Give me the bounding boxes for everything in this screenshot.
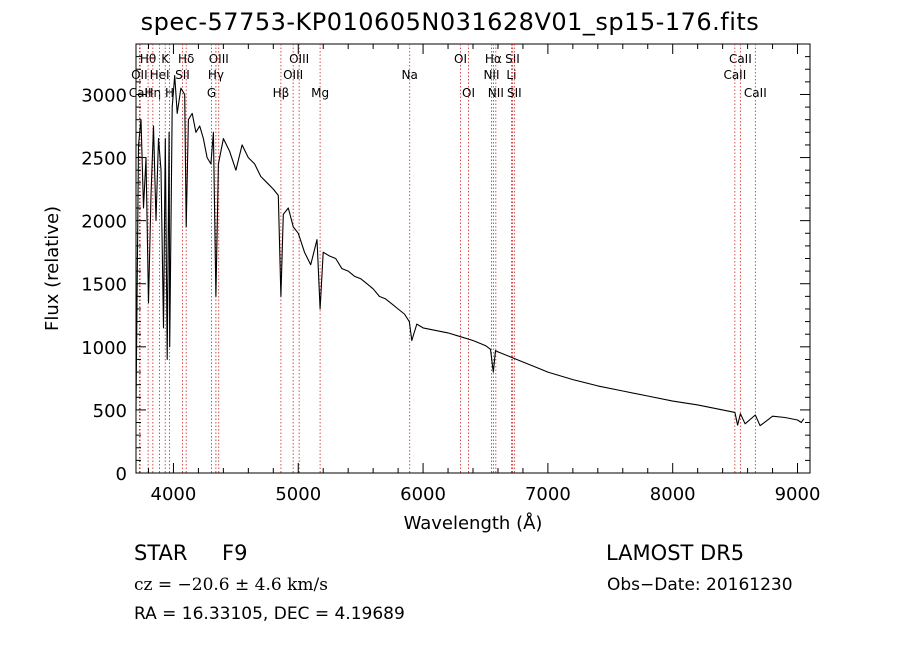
line-label: HeI [150,68,170,82]
object-subclass: F9 [222,541,248,565]
line-label: OIII [283,68,303,82]
line-label: Hγ [208,68,224,82]
line-label: Hη [145,86,162,100]
x-tick-label: 8000 [650,484,696,505]
object-class: STAR [134,541,188,565]
line-label: OII [131,68,148,82]
line-label: Hθ [140,52,156,66]
line-label: OI [454,52,467,66]
line-label: OI [462,86,475,100]
survey-name: LAMOST DR5 [606,541,745,565]
line-label: Hα [485,52,502,66]
x-tick-label: 6000 [400,484,446,505]
line-label: Hδ [178,52,194,66]
y-tick-label: 1000 [81,338,127,359]
y-axis-label: Flux (relative) [42,206,63,331]
line-label: K [161,52,170,66]
line-label: SII [175,68,190,82]
x-tick-label: 5000 [275,484,321,505]
line-label: CaII [729,52,752,66]
line-label: NII [488,86,504,100]
y-tick-label: 0 [116,464,127,485]
y-tick-label: 500 [93,401,127,422]
coordinates: RA = 16.33105, DEC = 4.19689 [134,604,405,624]
line-label: CaII [129,86,152,100]
line-label: Na [402,68,418,82]
line-label: CaII [723,68,746,82]
chart-title: spec-57753-KP010605N031628V01_sp15-176.f… [140,8,760,36]
spectrum-line [135,74,805,427]
y-tick-label: 2500 [81,149,127,170]
y-tick-label: 2000 [81,212,127,233]
observation-date: Obs−Date: 20161230 [607,575,793,595]
line-label: NII [483,68,499,82]
line-label: SII [505,52,520,66]
y-tick-label: 1500 [81,275,127,296]
plot-frame [135,43,811,474]
line-label: OIII [289,52,309,66]
line-label: SII [507,86,522,100]
x-axis-label: Wavelength (Å) [404,512,543,534]
x-tick-label: 4000 [151,484,197,505]
y-tick-label: 3000 [81,85,127,106]
line-label: CaII [744,86,767,100]
x-tick-label: 9000 [775,484,821,505]
line-label: G [207,86,216,100]
line-label: Hβ [273,86,290,100]
x-tick-label: 7000 [525,484,571,505]
redshift-velocity: cz = −20.6 ± 4.6 km/s [134,575,328,595]
line-label: H [165,86,174,100]
line-label: Li [506,68,516,82]
line-label: Mg [311,86,329,100]
line-label: OIII [209,52,229,66]
